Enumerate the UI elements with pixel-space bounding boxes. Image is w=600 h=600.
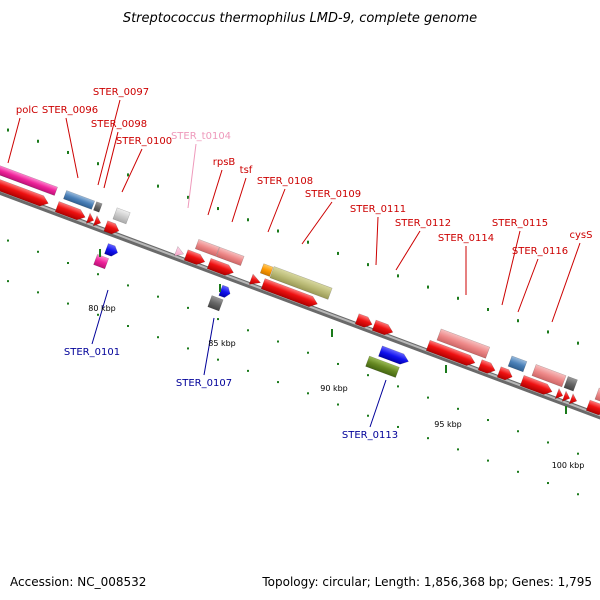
gene-ster0107-arrow [218,284,231,298]
gene-tsf-bar [215,246,245,267]
leader-line [203,317,215,376]
gene-ster0101-arrow [104,243,118,257]
accession-text: Accession: NC_008532 [10,575,146,589]
gene-ster0114-bar [436,328,491,359]
gene-label-ster_0107: STER_0107 [176,378,232,389]
leader-line [231,177,247,223]
gene-ster0114-arrow [425,339,476,366]
leader-line [97,99,121,186]
gene-cysS-bar [531,364,567,388]
gene-ster0096-bar [63,190,96,210]
gene-ster0097-arrow [54,201,86,221]
gene-label-polc: polC [16,105,38,116]
leader-line [207,169,223,216]
gene-tail-arrow [585,399,600,416]
gene-label-ster_0098: STER_0098 [91,119,147,130]
leader-line [395,230,421,271]
scale-tick-label: 90 kbp [320,384,348,393]
feature-layer [0,153,600,416]
gene-cysS-end [563,376,578,392]
map-title: Streptococcus thermophilus LMD-9, comple… [123,11,477,26]
genome-summary: Topology: circular; Length: 1,856,368 bp… [261,575,592,589]
gene-ster0109-bar [269,266,333,300]
gene-ster0113-arrow [378,345,409,365]
gene-ster0098-tri1 [85,212,95,224]
scale-tick-label: 100 kbp [552,461,585,470]
leader-line [301,201,333,245]
gene-label-ster_0116: STER_0116 [512,246,568,257]
gene-tail-tri1 [554,387,564,400]
gene-ster0108-bar [259,263,274,277]
scale-ticks: 80 kbp 85 kbp 90 kbp 95 kbp 100 kbp [88,249,584,470]
gene-polC-bar [0,153,58,196]
label-leaders [7,99,581,428]
gene-ster0116-arrow [519,375,553,395]
gene-ster0108-tri [248,273,261,285]
gene-ster0107-box [207,295,224,312]
leader-line [551,242,581,323]
gene-tail-tri3 [568,393,578,405]
gene-label-cyss: cysS [570,230,593,241]
gene-label-ster_0097: STER_0097 [93,87,149,98]
gene-ster0100-bar [112,207,131,225]
gene-label-ster_t0104: STER_t0104 [171,131,231,142]
gene-ster0114b-arrow [477,359,496,374]
gene-polC-arrow [0,176,49,207]
gene-labels: polC STER_0096 STER_0097 STER_0098 STER_0100… [16,87,593,441]
scale-tick-label: 85 kbp [208,339,236,348]
gene-ster0109-arrow [260,278,318,307]
gene-label-ster_0108: STER_0108 [257,176,313,187]
leader-line [7,117,21,164]
gene-ster0115-bar [507,355,528,373]
gene-label-ster_0101: STER_0101 [64,347,120,358]
gene-ster0113-box [365,355,400,378]
gene-label-ster_0113: STER_0113 [342,430,398,441]
gene-ster0101-box [93,253,109,270]
gene-tail-tri2 [561,390,571,402]
gene-ster0100-arrow [103,220,120,235]
leader-line [103,131,119,189]
gene-label-ster_0096: STER_0096 [42,105,98,116]
gene-rpsB-arrow [183,249,206,265]
leader-line [121,148,143,193]
leader-line [375,216,379,266]
gene-label-ster_0114: STER_0114 [438,233,494,244]
gene-tail-bar [594,387,600,407]
gene-rpsB-bar [194,239,220,257]
gene-ster0112-arrow [371,319,394,336]
gene-tsf-arrow [206,258,234,276]
track-guides [7,128,579,496]
gene-label-tsf: tsf [240,165,253,176]
leader-line [369,379,387,428]
gene-label-ster_0109: STER_0109 [305,189,361,200]
leader-line [187,143,197,209]
gene-label-ster_0115: STER_0115 [492,218,548,229]
scale-tick-label: 95 kbp [434,420,462,429]
scale-tick-label: 80 kbp [88,304,116,313]
gene-label-ster_0111: STER_0111 [350,204,406,215]
gene-ster0098-tri2 [92,215,102,227]
leader-line [517,258,539,313]
leader-line [501,230,521,306]
gene-ster0096-end [93,201,103,213]
gene-ster-t0104 [173,245,185,257]
gene-label-ster_0100: STER_0100 [116,136,172,147]
leader-line [91,289,109,345]
gene-label-ster_0112: STER_0112 [395,218,451,229]
leader-line [65,117,79,179]
gene-ster0111-arrow [354,313,373,328]
gene-label-rpsb: rpsB [213,157,236,168]
leader-line [267,188,286,233]
gene-ster0115b-arrow [496,366,513,381]
